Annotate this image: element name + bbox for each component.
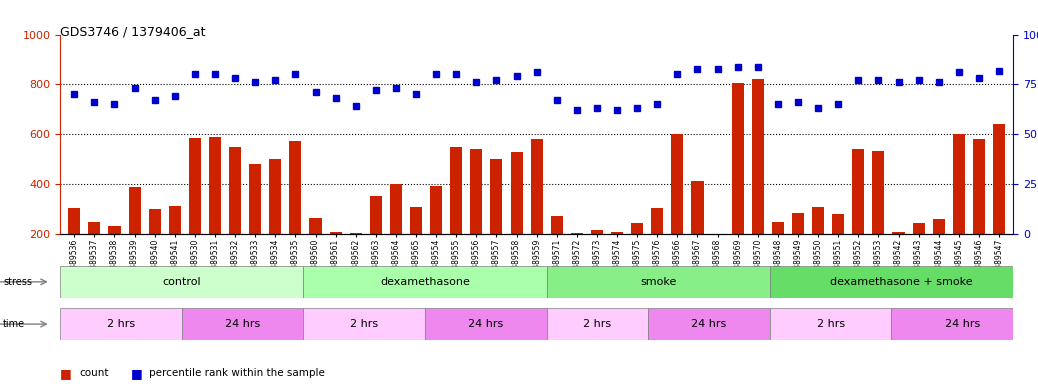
Bar	[490, 159, 502, 234]
Text: 24 hrs: 24 hrs	[468, 319, 503, 329]
Bar	[872, 151, 884, 234]
Bar	[370, 195, 382, 234]
Bar	[229, 147, 241, 234]
Text: ■: ■	[60, 367, 72, 380]
Bar	[209, 137, 221, 234]
Bar	[571, 233, 583, 234]
Bar	[290, 141, 301, 234]
Bar	[309, 218, 322, 234]
Bar	[390, 184, 402, 234]
Text: smoke: smoke	[640, 277, 677, 287]
Bar	[129, 187, 140, 234]
Bar	[691, 180, 704, 234]
Bar	[426, 308, 547, 340]
Bar	[470, 149, 483, 234]
Bar	[591, 230, 603, 234]
Text: percentile rank within the sample: percentile rank within the sample	[149, 368, 325, 378]
Bar	[60, 308, 182, 340]
Text: 24 hrs: 24 hrs	[691, 319, 727, 329]
Bar	[770, 266, 1034, 298]
Bar	[611, 232, 623, 234]
Bar	[410, 207, 422, 234]
Bar	[672, 134, 683, 234]
Bar	[993, 124, 1005, 234]
Text: dexamethasone + smoke: dexamethasone + smoke	[830, 277, 973, 287]
Bar	[973, 139, 985, 234]
Bar	[511, 152, 522, 234]
Bar	[648, 308, 770, 340]
Text: time: time	[3, 319, 25, 329]
Bar	[792, 213, 804, 234]
Bar	[732, 83, 743, 234]
Bar	[547, 308, 648, 340]
Bar	[912, 223, 925, 234]
Bar	[953, 134, 965, 234]
Bar	[189, 138, 201, 234]
Bar	[88, 222, 101, 234]
Bar	[108, 225, 120, 234]
Bar	[303, 308, 426, 340]
Text: GDS3746 / 1379406_at: GDS3746 / 1379406_at	[60, 25, 206, 38]
Bar	[60, 266, 303, 298]
Bar	[330, 232, 342, 234]
Bar	[450, 147, 462, 234]
Text: stress: stress	[3, 277, 32, 287]
Text: 2 hrs: 2 hrs	[350, 319, 379, 329]
Bar	[631, 223, 644, 234]
Text: 24 hrs: 24 hrs	[225, 319, 261, 329]
Bar	[547, 266, 770, 298]
Bar	[892, 308, 1034, 340]
Bar	[350, 233, 362, 234]
Bar	[933, 219, 945, 234]
Bar	[770, 308, 892, 340]
Bar	[832, 214, 844, 234]
Text: 2 hrs: 2 hrs	[107, 319, 135, 329]
Text: ■: ■	[131, 367, 142, 380]
Text: 24 hrs: 24 hrs	[945, 319, 980, 329]
Text: 2 hrs: 2 hrs	[817, 319, 845, 329]
Bar	[269, 159, 281, 234]
Bar	[551, 215, 563, 234]
Bar	[69, 208, 80, 234]
Bar	[812, 207, 824, 234]
Bar	[530, 139, 543, 234]
Bar	[752, 79, 764, 234]
Bar	[182, 308, 303, 340]
Bar	[249, 164, 262, 234]
Bar	[893, 232, 904, 234]
Bar	[430, 185, 442, 234]
Bar	[772, 222, 784, 234]
Text: dexamethasone: dexamethasone	[380, 277, 470, 287]
Bar	[148, 209, 161, 234]
Bar	[852, 149, 865, 234]
Bar	[651, 208, 663, 234]
Bar	[169, 205, 181, 234]
Text: 2 hrs: 2 hrs	[583, 319, 611, 329]
Text: control: control	[163, 277, 201, 287]
Text: count: count	[79, 368, 108, 378]
Bar	[303, 266, 547, 298]
